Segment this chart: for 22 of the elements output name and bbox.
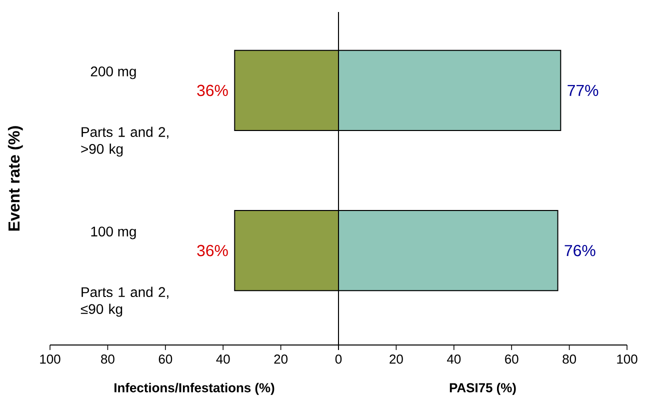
y-axis-title: Event rate (%) [8, 126, 23, 231]
x-tick-label: 60 [158, 354, 172, 364]
x-tick-label: 60 [505, 354, 518, 364]
x-tick-label: 20 [390, 354, 403, 364]
annotation: Parts 1 and 2, >90 kg [81, 126, 168, 157]
y-tick-label: 100 mg [91, 226, 136, 240]
y-tick-label: 200 mg [90, 66, 136, 80]
x-tick-label: 100 [617, 354, 638, 364]
data-label: 36% [197, 84, 228, 96]
x-tick-label: 100 [40, 354, 60, 364]
x-tick-label: 40 [216, 354, 230, 364]
data-label: 76% [564, 244, 596, 256]
x-tick-label: 40 [447, 354, 461, 364]
x-tick-label: 80 [562, 354, 576, 364]
x-tick-label: 80 [101, 354, 114, 364]
x-axis-title: Infections/Infestations (%) [114, 382, 274, 395]
data-label: 36% [197, 244, 228, 256]
x-tick-label: 20 [274, 354, 288, 364]
annotation: Parts 1 and 2, ≤90 kg [80, 286, 168, 317]
data-label: 77% [568, 84, 598, 96]
x-axis-title: PASI75 (%) [450, 382, 516, 395]
x-tick-label: 0 [335, 354, 342, 364]
